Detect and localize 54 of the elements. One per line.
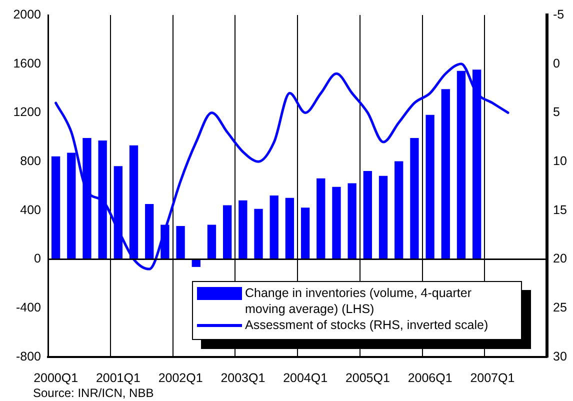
- legend-label: Change in inventories (volume, 4-quarter moving average) (LHS): [245, 285, 473, 317]
- y-tick-label: 800: [20, 154, 42, 168]
- legend-label: Assessment of stocks (RHS, inverted scale): [245, 317, 488, 333]
- y-tick-label: 1600: [13, 56, 42, 70]
- line-series: [54, 62, 510, 270]
- y-tick-label: -800: [16, 349, 42, 364]
- y-tick-label: 400: [20, 202, 42, 217]
- bar: [285, 198, 294, 260]
- bar: [82, 138, 92, 260]
- y-tick-label: -400: [16, 300, 42, 315]
- bar: [98, 140, 107, 260]
- source-note: Source: INR/ICN, NBB: [33, 386, 154, 400]
- bar: [207, 224, 216, 260]
- bar: [426, 114, 434, 260]
- x-tick-label: 2006Q1: [408, 370, 452, 385]
- x-tick-label: 2002Q1: [158, 370, 203, 385]
- y-tick-label: 0: [34, 252, 42, 266]
- bar: [441, 89, 450, 260]
- bar: [254, 208, 263, 260]
- bar: [176, 226, 185, 260]
- bar: [410, 138, 419, 260]
- y2-tick-label: 25: [553, 300, 567, 315]
- x-tick-label: 2007Q1: [470, 370, 515, 385]
- y2-tick-label: -5: [553, 7, 564, 22]
- y2-tick-label: 20: [553, 252, 567, 266]
- y-tick-label: 1200: [13, 105, 42, 120]
- y2-tick-label: 5: [553, 105, 560, 120]
- bar: [300, 208, 310, 260]
- bar: [472, 70, 482, 260]
- bar: [238, 200, 248, 260]
- x-tick-label: 2003Q1: [220, 370, 266, 385]
- bar: [394, 161, 404, 260]
- bar: [223, 205, 232, 260]
- bar: [456, 70, 466, 260]
- x-tick-label: 2005Q1: [345, 370, 390, 385]
- bar: [332, 186, 341, 260]
- y2-tick-label: 10: [553, 154, 567, 168]
- x-tick-label: 2004Q1: [283, 370, 328, 385]
- bar: [348, 183, 356, 260]
- bar: [316, 178, 326, 260]
- bar: [67, 152, 76, 260]
- y2-tick-label: 30: [553, 349, 567, 364]
- bar: [51, 156, 60, 260]
- x-tick-label: 2001Q1: [96, 370, 140, 385]
- bar: [270, 195, 278, 260]
- bar: [363, 171, 372, 260]
- bar: [129, 145, 138, 260]
- y2-tick-label: 0: [553, 56, 560, 70]
- bar: [145, 204, 154, 260]
- y2-tick-label: 15: [553, 202, 567, 217]
- y-tick-label: 2000: [13, 7, 42, 22]
- bar: [114, 166, 122, 260]
- bar: [378, 176, 388, 260]
- x-tick-label: 2000Q1: [34, 370, 78, 385]
